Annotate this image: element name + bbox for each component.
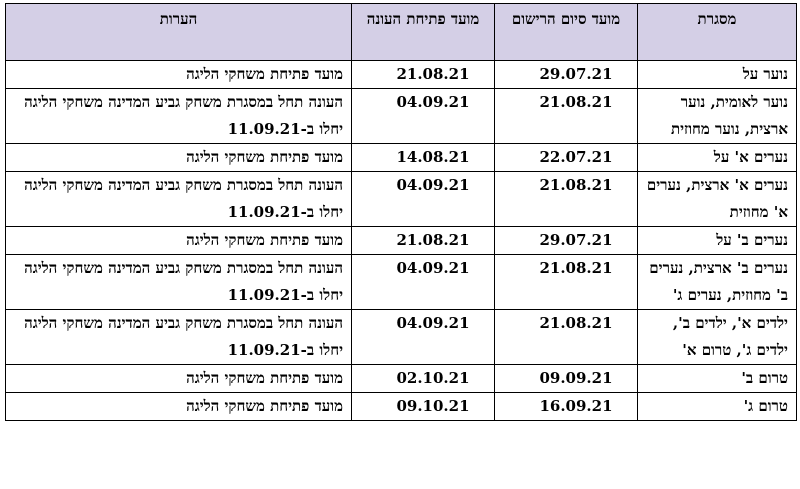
registration-end-cell: 29.07.21 [494, 60, 638, 89]
season-open-cell: 02.10.21 [351, 364, 495, 393]
category-cell: טרום ג' [637, 392, 797, 421]
registration-end-cell: 29.07.21 [494, 226, 638, 255]
category-cell: נערים א' על [637, 143, 797, 172]
notes-cell: העונה תחל במסגרת משחק גביע המדינה משחקי … [5, 171, 352, 227]
registration-end-cell: 21.08.21 [494, 309, 638, 365]
season-open-cell: 09.10.21 [351, 392, 495, 421]
category-cell: טרום ב' [637, 364, 797, 393]
notes-cell: מועד פתיחת משחקי הליגה [5, 60, 352, 89]
table-row: נוער לאומית, נוער ארצית, נוער מחוזית 21.… [5, 88, 797, 144]
header-registration-end: מועד סיום הרישום [494, 3, 638, 61]
table-row: נערים א' ארצית, נערים א' מחוזית 21.08.21… [5, 171, 797, 227]
notes-cell: מועד פתיחת משחקי הליגה [5, 226, 352, 255]
category-cell: נוער על [637, 60, 797, 89]
table-row: נערים ב' על 29.07.21 21.08.21 מועד פתיחת… [5, 226, 797, 255]
table-row: נערים ב' ארצית, נערים ב' מחוזית, נערים ג… [5, 254, 797, 310]
season-open-cell: 14.08.21 [351, 143, 495, 172]
category-cell: נערים ב' ארצית, נערים ב' מחוזית, נערים ג… [637, 254, 797, 310]
header-row: מסגרת מועד סיום הרישום מועד פתיחת העונה … [5, 3, 797, 61]
header-category: מסגרת [637, 3, 797, 61]
registration-end-cell: 22.07.21 [494, 143, 638, 172]
season-open-cell: 04.09.21 [351, 88, 495, 144]
table-row: נוער על 29.07.21 21.08.21 מועד פתיחת משח… [5, 60, 797, 89]
table-row: ילדים א', ילדים ב', ילדים ג', טרום א' 21… [5, 309, 797, 365]
notes-cell: העונה תחל במסגרת משחק גביע המדינה משחקי … [5, 309, 352, 365]
notes-cell: מועד פתיחת משחקי הליגה [5, 392, 352, 421]
notes-cell: העונה תחל במסגרת משחק גביע המדינה משחקי … [5, 254, 352, 310]
header-notes: הערות [5, 3, 352, 61]
category-cell: ילדים א', ילדים ב', ילדים ג', טרום א' [637, 309, 797, 365]
season-open-cell: 04.09.21 [351, 309, 495, 365]
season-open-cell: 04.09.21 [351, 254, 495, 310]
registration-end-cell: 21.08.21 [494, 171, 638, 227]
season-open-cell: 04.09.21 [351, 171, 495, 227]
registration-end-cell: 21.08.21 [494, 88, 638, 144]
notes-cell: העונה תחל במסגרת משחק גביע המדינה משחקי … [5, 88, 352, 144]
registration-end-cell: 09.09.21 [494, 364, 638, 393]
table-row: טרום ג' 16.09.21 09.10.21 מועד פתיחת משח… [5, 392, 797, 421]
header-season-open: מועד פתיחת העונה [351, 3, 495, 61]
registration-end-cell: 21.08.21 [494, 254, 638, 310]
table-row: טרום ב' 09.09.21 02.10.21 מועד פתיחת משח… [5, 364, 797, 393]
notes-cell: מועד פתיחת משחקי הליגה [5, 143, 352, 172]
season-open-cell: 21.08.21 [351, 60, 495, 89]
category-cell: נערים א' ארצית, נערים א' מחוזית [637, 171, 797, 227]
schedule-table-container: מסגרת מועד סיום הרישום מועד פתיחת העונה … [5, 3, 797, 421]
season-open-cell: 21.08.21 [351, 226, 495, 255]
notes-cell: מועד פתיחת משחקי הליגה [5, 364, 352, 393]
category-cell: נערים ב' על [637, 226, 797, 255]
registration-schedule-table: מסגרת מועד סיום הרישום מועד פתיחת העונה … [5, 3, 797, 421]
category-cell: נוער לאומית, נוער ארצית, נוער מחוזית [637, 88, 797, 144]
table-row: נערים א' על 22.07.21 14.08.21 מועד פתיחת… [5, 143, 797, 172]
registration-end-cell: 16.09.21 [494, 392, 638, 421]
